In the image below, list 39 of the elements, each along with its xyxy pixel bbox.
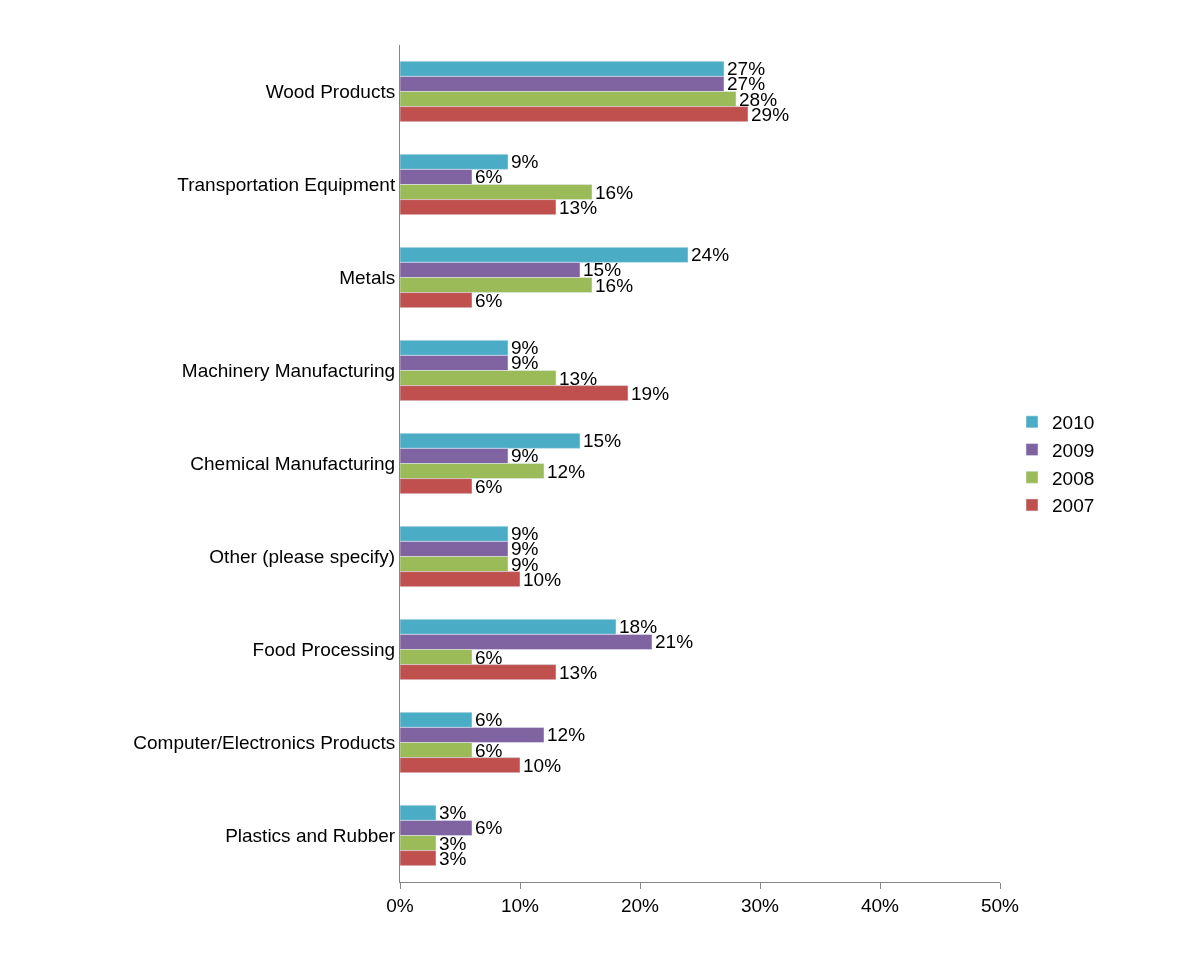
data-label: 9% (511, 151, 539, 173)
x-tick-label: 0% (386, 894, 414, 916)
y-tick-label: Plastics and Rubber (225, 825, 396, 847)
data-label: 16% (595, 181, 634, 203)
y-tick-label: Transportation Equipment (177, 174, 396, 196)
x-tick-label: 20% (620, 894, 660, 916)
data-label: 6% (475, 817, 503, 839)
data-label: 12% (547, 460, 586, 482)
x-tick-label: 10% (500, 894, 540, 916)
data-label: 6% (475, 475, 503, 497)
y-tick-label: Metals (339, 267, 396, 289)
y-tick-label: Food Processing (252, 639, 396, 661)
y-tick-label: Machinery Manufacturing (181, 360, 396, 382)
data-label: 6% (475, 739, 503, 761)
data-label: 13% (559, 367, 598, 389)
y-tick-label: Computer/Electronics Products (133, 732, 396, 754)
data-label: 10% (523, 754, 562, 776)
data-label: 3% (439, 802, 467, 824)
x-tick-label: 40% (860, 894, 900, 916)
data-label: 13% (559, 661, 598, 683)
legend-label: 2007 (1052, 495, 1095, 517)
data-label: 6% (475, 166, 503, 188)
y-tick-label: Other (please specify) (209, 546, 396, 568)
x-tick-label: 50% (980, 894, 1020, 916)
legend-label: 2009 (1052, 439, 1095, 461)
x-tick-label: 30% (740, 894, 780, 916)
data-label: 15% (583, 430, 622, 452)
data-label: 6% (475, 709, 503, 731)
data-label: 6% (475, 289, 503, 311)
data-label: 6% (475, 646, 503, 668)
y-tick-label: Wood Products (265, 81, 396, 103)
data-label: 9% (511, 445, 539, 467)
legend-label: 2010 (1052, 412, 1095, 434)
data-label: 19% (631, 382, 670, 404)
data-label: 24% (691, 244, 730, 266)
data-label: 12% (547, 724, 586, 746)
data-label: 21% (655, 631, 694, 653)
y-tick-label: Chemical Manufacturing (190, 453, 396, 475)
legend-label: 2008 (1052, 467, 1095, 489)
